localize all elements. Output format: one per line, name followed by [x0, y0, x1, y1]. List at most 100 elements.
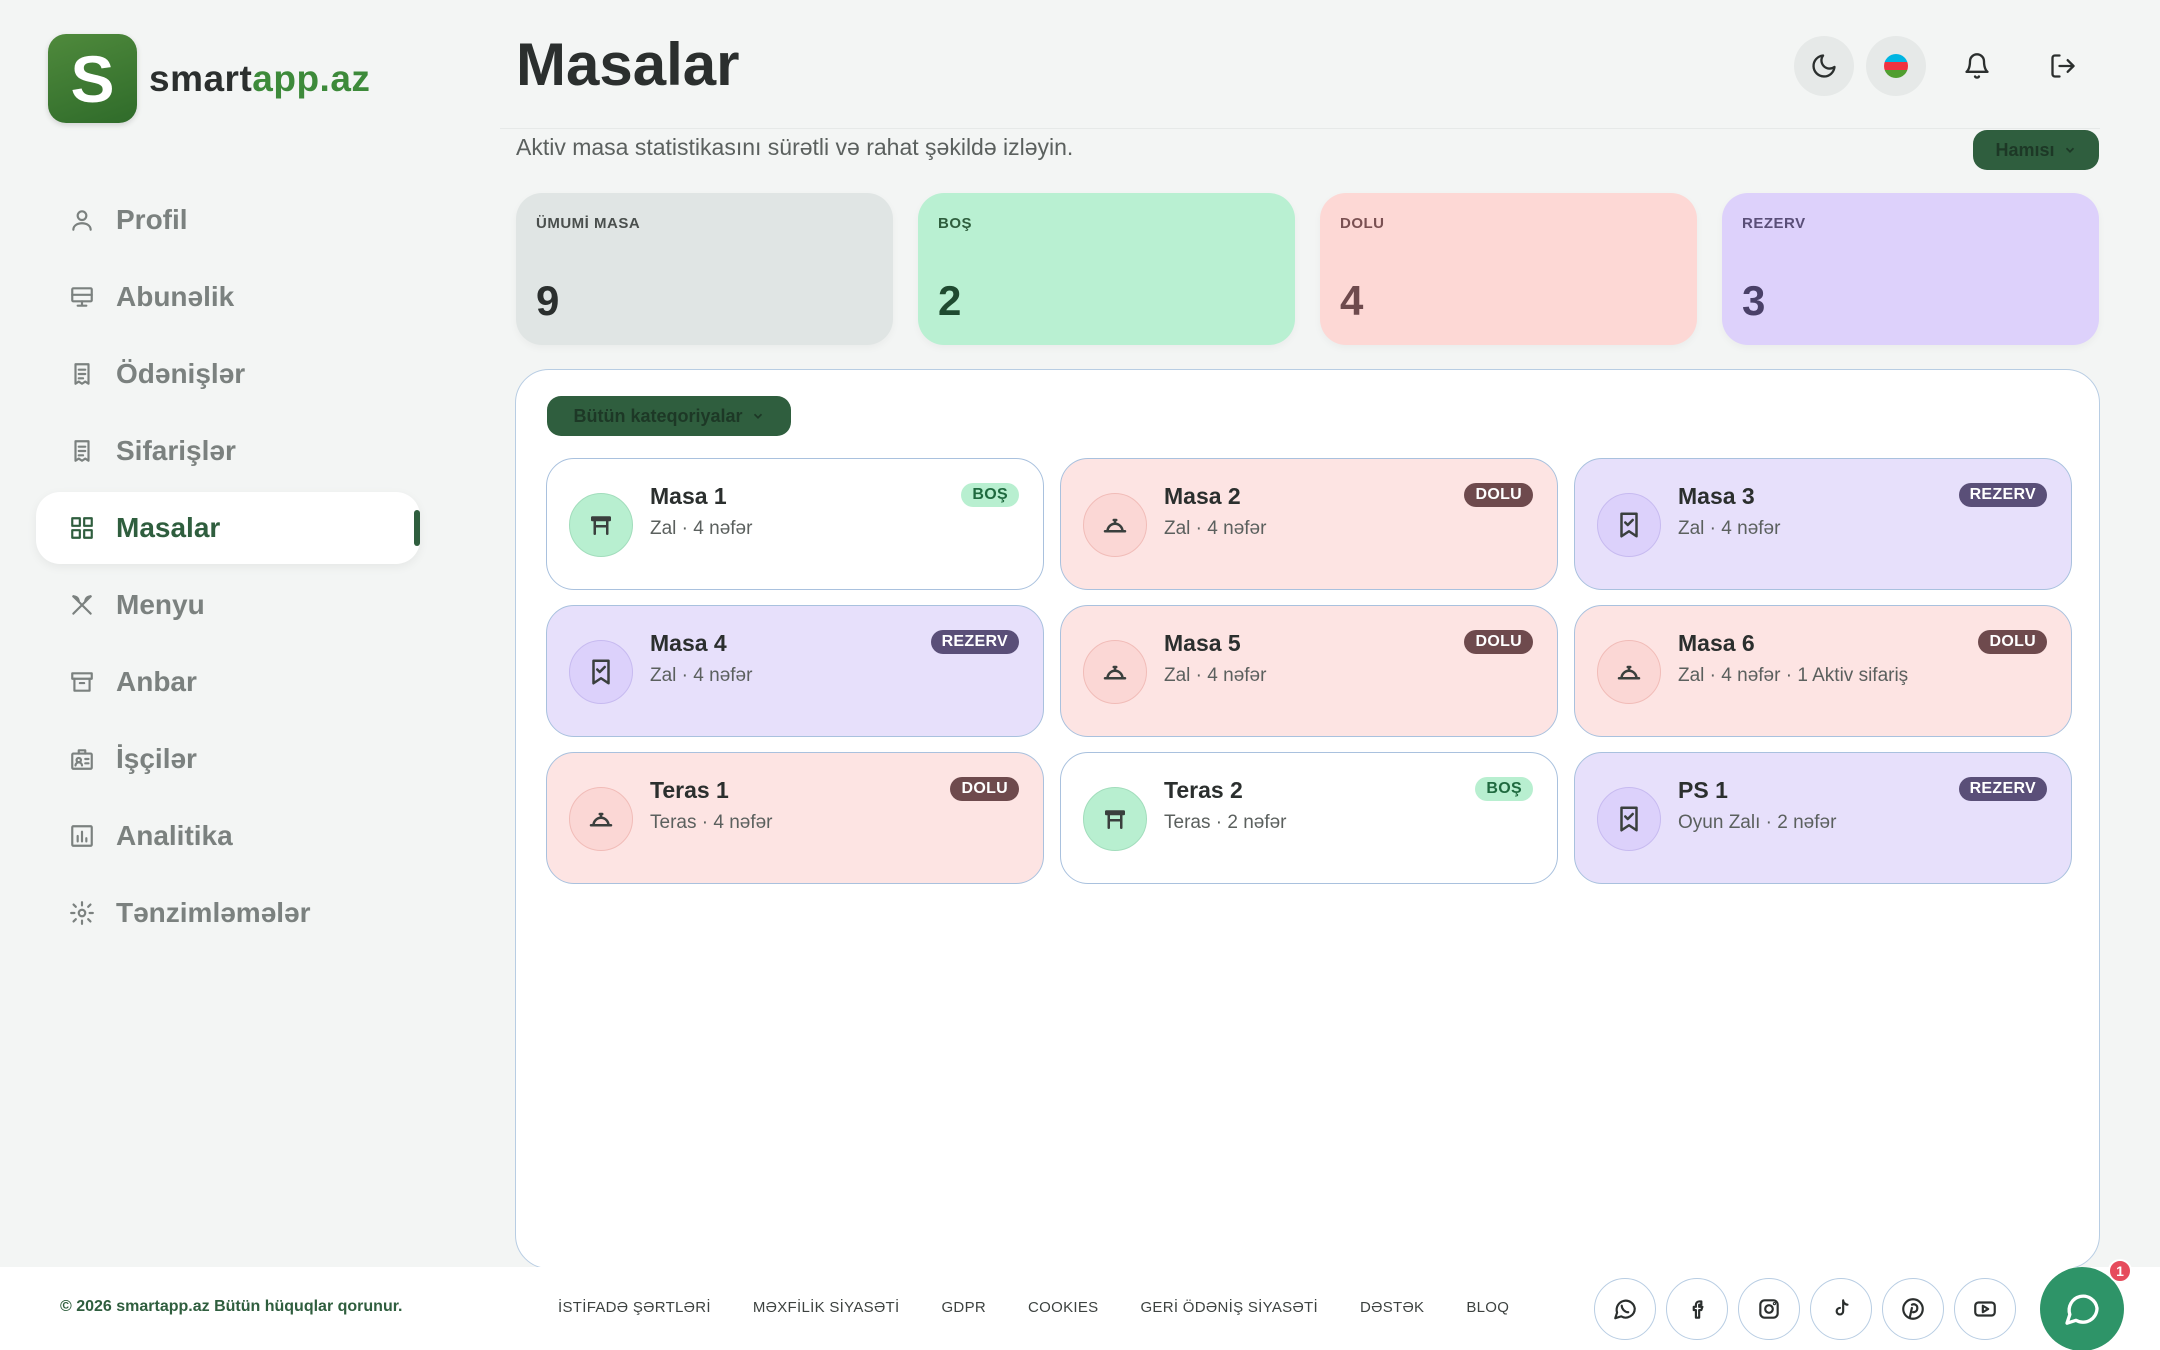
table-info: Zal · 4 nəfər — [650, 518, 753, 539]
pinterest-icon — [1900, 1296, 1926, 1322]
theme-toggle-button[interactable] — [1794, 36, 1854, 96]
footer-link[interactable]: MƏXFİLİK SİYASƏTİ — [752, 1299, 900, 1316]
notifications-button[interactable] — [1947, 36, 2007, 96]
pinterest-link[interactable] — [1882, 1278, 1944, 1340]
table-card[interactable]: Masa 6 Zal · 4 nəfər · 1 Aktiv sifariş DOL… — [1574, 605, 2072, 737]
sidebar-nav: Profil Abunəlik Ödənişlər Sifarişlər Masalar… — [36, 184, 420, 954]
instagram-icon — [1756, 1296, 1782, 1322]
footer: © 2026 smartapp.az Bütün hüquqlar qorunu… — [0, 1267, 2160, 1350]
table-name: Teras 1 — [650, 777, 729, 803]
sidebar-item-analitika[interactable]: Analitika — [36, 800, 420, 872]
table-name: Masa 2 — [1164, 483, 1241, 509]
bell-icon — [1965, 53, 1989, 79]
status-badge: REZERV — [930, 630, 1019, 654]
table-name: Masa 3 — [1678, 483, 1755, 509]
table-name: Masa 4 — [650, 630, 727, 656]
azerbaijan-flag-icon — [1884, 54, 1908, 78]
sidebar-item-label: Masalar — [116, 512, 221, 543]
sidebar-item-t-nziml-m-l-r[interactable]: Tənzimləmələr — [36, 877, 420, 949]
footer-link[interactable]: GERİ ÖDƏNİŞ SİYASƏTİ — [1140, 1299, 1318, 1316]
chat-widget[interactable]: 1 — [2040, 1259, 2132, 1350]
copyright-text: © 2026 smartapp.az Bütün hüquqlar qorunu… — [60, 1298, 403, 1315]
sidebar-item-menyu[interactable]: Menyu — [36, 569, 420, 641]
status-badge: REZERV — [1958, 777, 2047, 801]
table-icon — [1083, 787, 1147, 851]
table-name: Masa 1 — [650, 483, 727, 509]
stat-value: 9 — [536, 277, 560, 324]
stat-label: ÜMUMİ MASA — [536, 215, 641, 232]
bookmark-check-icon — [1597, 787, 1661, 851]
sidebar-item-label: Profil — [116, 204, 188, 235]
receipt-icon — [68, 437, 96, 465]
table-info: Zal · 4 nəfər — [1164, 518, 1267, 539]
chat-button[interactable] — [2040, 1267, 2124, 1350]
category-filter-label: Bütün kateqoriyalar — [573, 405, 743, 426]
table-info: Zal · 4 nəfər — [650, 665, 753, 686]
stat-card: ÜMUMİ MASA 9 — [516, 193, 893, 345]
table-card[interactable]: Masa 4 Zal · 4 nəfər REZERV — [546, 605, 1044, 737]
chevron-down-icon — [753, 413, 762, 419]
table-card[interactable]: Masa 2 Zal · 4 nəfər DOLU — [1060, 458, 1558, 590]
whatsapp-icon — [1612, 1296, 1638, 1322]
chat-badge: 1 — [2108, 1259, 2132, 1283]
sidebar-item-sifari-l-r[interactable]: Sifarişlər — [36, 415, 420, 487]
bookmark-check-icon — [569, 640, 633, 704]
bookmark-check-icon — [1597, 493, 1661, 557]
sidebar-item-i-il-r[interactable]: İşçilər — [36, 723, 420, 795]
table-info: Zal · 4 nəfər — [1678, 518, 1781, 539]
sidebar-item-masalar[interactable]: Masalar — [36, 492, 420, 564]
table-card[interactable]: PS 1 Oyun Zalı · 2 nəfər REZERV — [1574, 752, 2072, 884]
page-title: Masalar — [516, 31, 740, 98]
table-card[interactable]: Masa 5 Zal · 4 nəfər DOLU — [1060, 605, 1558, 737]
status-filter-dropdown[interactable]: Hamısı — [1973, 130, 2099, 170]
utensils-icon — [68, 591, 96, 619]
sidebar-item-abun-lik[interactable]: Abunəlik — [36, 261, 420, 333]
table-name: Teras 2 — [1164, 777, 1243, 803]
youtube-link[interactable] — [1954, 1278, 2016, 1340]
footer-link[interactable]: COOKIES — [1028, 1299, 1099, 1316]
footer-link[interactable]: DƏSTƏK — [1359, 1299, 1425, 1316]
sidebar-item-profil[interactable]: Profil — [36, 184, 420, 256]
monitor-icon — [68, 283, 96, 311]
cloche-icon — [1083, 640, 1147, 704]
cloche-icon — [1597, 640, 1661, 704]
language-button[interactable] — [1866, 36, 1926, 96]
footer-link[interactable]: İSTİFADƏ ŞƏRTLƏRİ — [558, 1299, 711, 1316]
whatsapp-link[interactable] — [1594, 1278, 1656, 1340]
sidebar-item-label: Menyu — [116, 589, 205, 620]
brand-logo[interactable]: S smartapp.az — [48, 34, 370, 123]
logout-button[interactable] — [2033, 36, 2093, 96]
instagram-link[interactable] — [1738, 1278, 1800, 1340]
facebook-icon — [1684, 1296, 1710, 1322]
table-info: Oyun Zalı · 2 nəfər — [1678, 812, 1837, 833]
sidebar-item--d-ni-l-r[interactable]: Ödənişlər — [36, 338, 420, 410]
receipt-icon — [68, 360, 96, 388]
table-name: PS 1 — [1678, 777, 1728, 803]
status-filter-label: Hamısı — [1995, 139, 2055, 160]
sidebar-item-label: Tənzimləmələr — [116, 897, 311, 928]
table-name: Masa 5 — [1164, 630, 1241, 656]
sidebar-item-anbar[interactable]: Anbar — [36, 646, 420, 718]
status-badge: BOŞ — [1475, 777, 1533, 801]
table-card[interactable]: Teras 2 Teras · 2 nəfər BOŞ — [1060, 752, 1558, 884]
status-badge: DOLU — [1464, 630, 1533, 654]
sidebar-item-label: İşçilər — [116, 743, 197, 774]
stat-label: REZERV — [1742, 215, 1806, 232]
chart-icon — [68, 822, 96, 850]
footer-link[interactable]: BLOQ — [1466, 1299, 1510, 1316]
stat-value: 4 — [1340, 277, 1364, 324]
facebook-link[interactable] — [1666, 1278, 1728, 1340]
stat-label: DOLU — [1340, 215, 1385, 232]
header-divider — [500, 128, 2100, 129]
footer-links: İSTİFADƏ ŞƏRTLƏRİ MƏXFİLİK SİYASƏTİ GDPR CO… — [558, 1299, 1509, 1316]
category-filter-dropdown[interactable]: Bütün kateqoriyalar — [547, 396, 791, 436]
table-card[interactable]: Masa 3 Zal · 4 nəfər REZERV — [1574, 458, 2072, 590]
chat-bubble-icon — [2065, 1294, 2099, 1325]
sidebar-item-label: Anbar — [116, 666, 197, 697]
footer-link[interactable]: GDPR — [941, 1299, 987, 1316]
stat-value: 2 — [938, 277, 962, 324]
table-card[interactable]: Masa 1 Zal · 4 nəfər BOŞ — [546, 458, 1044, 590]
tiktok-link[interactable] — [1810, 1278, 1872, 1340]
table-name: Masa 6 — [1678, 630, 1755, 656]
table-card[interactable]: Teras 1 Teras · 4 nəfər DOLU — [546, 752, 1044, 884]
